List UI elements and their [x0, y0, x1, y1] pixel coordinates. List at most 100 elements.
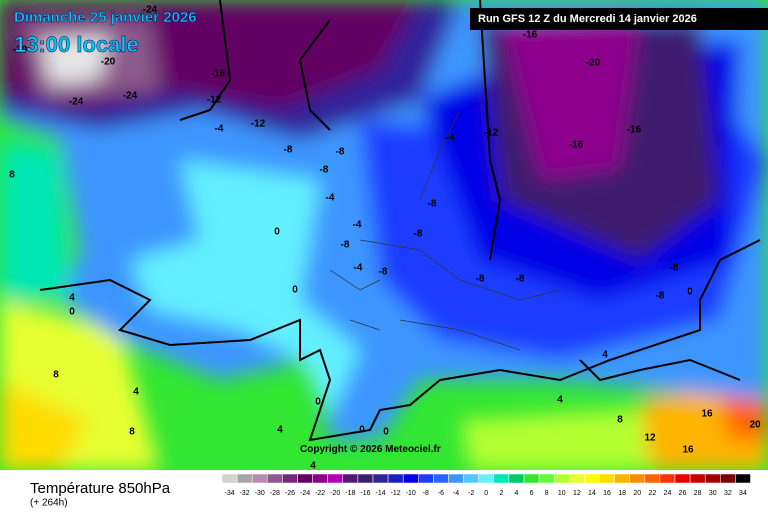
contour-label: 8 — [53, 370, 59, 381]
legend-swatch — [614, 473, 630, 484]
legend-swatch — [221, 473, 238, 484]
contour-label: 8 — [9, 170, 15, 181]
legend-swatch — [523, 473, 540, 484]
contour-label: -24 — [69, 97, 84, 108]
legend-swatch — [478, 473, 495, 484]
legend-tick-label: 32 — [724, 490, 732, 497]
legend-swatch — [251, 473, 268, 484]
run-info: Run GFS 12 Z du Mercredi 14 janvier 2026 — [478, 13, 697, 25]
legend-swatch — [674, 473, 691, 484]
legend-swatch — [418, 473, 434, 484]
contour-label: 0 — [383, 427, 389, 438]
legend-swatch — [735, 473, 751, 484]
legend-tick-label: -26 — [285, 490, 295, 497]
field-title: Température 850hPa — [30, 480, 171, 497]
contour-labels: -24-20-16-12-4 -12-8 -8-8-400-4-8-4 -8-8-8-… — [9, 5, 761, 472]
contour-label: -8 — [670, 263, 679, 274]
legend-tick-label: 30 — [709, 490, 717, 497]
legend-tick-label: -34 — [224, 490, 234, 497]
legend-swatch — [372, 473, 389, 484]
contour-label: -4 — [353, 220, 362, 231]
contour-label: -12 — [251, 119, 266, 130]
legend-swatch — [327, 473, 344, 484]
legend-tick-label: -24 — [300, 490, 310, 497]
legend-tick-label: -10 — [406, 490, 416, 497]
legend-swatch — [267, 473, 283, 484]
legend-swatch — [297, 473, 313, 484]
contour-label: 4 — [310, 461, 316, 472]
legend-swatch — [312, 473, 328, 484]
legend-tick-label: -32 — [240, 490, 250, 497]
contour-label: 4 — [602, 350, 608, 361]
legend-swatch — [463, 473, 479, 484]
legend-swatch — [659, 473, 676, 484]
legend-tick-label: 6 — [530, 490, 534, 497]
legend-tick-label: 2 — [499, 490, 503, 497]
contour-label: -8 — [516, 274, 525, 285]
legend-tick-label: 20 — [633, 490, 641, 497]
legend-tick-label: -22 — [315, 490, 325, 497]
legend-swatch — [402, 473, 419, 484]
legend-swatch — [599, 473, 615, 484]
contour-label: 0 — [687, 287, 693, 298]
legend-swatch — [493, 473, 510, 484]
legend-tick-label: 26 — [679, 490, 687, 497]
valid-date: Dimanche 25 janvier 2026 — [14, 9, 197, 26]
contour-label: -4 — [326, 193, 335, 204]
contour-label: -8 — [656, 291, 665, 302]
run-banner — [470, 8, 768, 30]
contour-label: 16 — [682, 445, 694, 456]
contour-label: -16 — [523, 30, 538, 41]
contour-label: 0 — [274, 227, 280, 238]
contour-label: -4 — [215, 124, 224, 135]
legend-tick-label: 34 — [739, 490, 747, 497]
legend-swatch — [508, 473, 525, 484]
map — [0, 0, 768, 470]
legend-swatch — [387, 473, 404, 484]
contour-label: -16 — [627, 125, 642, 136]
contour-label: 4 — [69, 293, 75, 304]
legend-tick-label: -2 — [468, 490, 474, 497]
contour-label: -4 — [354, 263, 363, 274]
legend-tick-label: 22 — [648, 490, 656, 497]
contour-label: -8 — [428, 199, 437, 210]
legend-tick-label: -20 — [330, 490, 340, 497]
legend-swatch — [236, 473, 253, 484]
legend-tick-label: 16 — [603, 490, 611, 497]
contour-label: -8 — [336, 147, 345, 158]
legend-swatch — [644, 473, 661, 484]
legend-tick-label: 4 — [514, 490, 518, 497]
legend-tick-label: -16 — [360, 490, 370, 497]
contour-label: 16 — [701, 409, 713, 420]
contour-label: 8 — [617, 415, 623, 426]
color-legend: -34 -32 -30 -28 -26 -24 -22 -20 -18 -16 -14 -12 -10-… — [221, 473, 751, 497]
contour-label: 12 — [644, 433, 656, 444]
legend-swatch — [448, 473, 464, 484]
legend-tick-label: 10 — [558, 490, 566, 497]
legend-tick-label: 8 — [545, 490, 549, 497]
contour-label: -12 — [207, 95, 222, 106]
contour-label: -20 — [586, 58, 601, 69]
contour-label: -24 — [123, 91, 138, 102]
contour-label: 0 — [292, 285, 298, 296]
legend-tick-label: -28 — [270, 490, 280, 497]
contour-label: -8 — [379, 267, 388, 278]
contour-label: -24 — [143, 5, 158, 16]
legend-tick-label: -6 — [438, 490, 444, 497]
contour-label: 20 — [749, 420, 761, 431]
contour-label: 4 — [557, 395, 563, 406]
legend-swatch — [689, 473, 706, 484]
contour-label: -8 — [414, 229, 423, 240]
contour-label: -8 — [284, 145, 293, 156]
legend-swatch — [553, 473, 570, 484]
contour-label: -16 — [569, 140, 584, 151]
contour-label: 4 — [277, 425, 283, 436]
contour-label: -20 — [13, 45, 28, 56]
contour-label: -8 — [341, 240, 350, 251]
legend-tick-label: -12 — [391, 490, 401, 497]
contour-label: -20 — [101, 57, 116, 68]
copyright: Copyright © 2026 Meteociel.fr — [300, 444, 441, 455]
legend-swatch — [720, 473, 736, 484]
legend-swatch — [569, 473, 585, 484]
